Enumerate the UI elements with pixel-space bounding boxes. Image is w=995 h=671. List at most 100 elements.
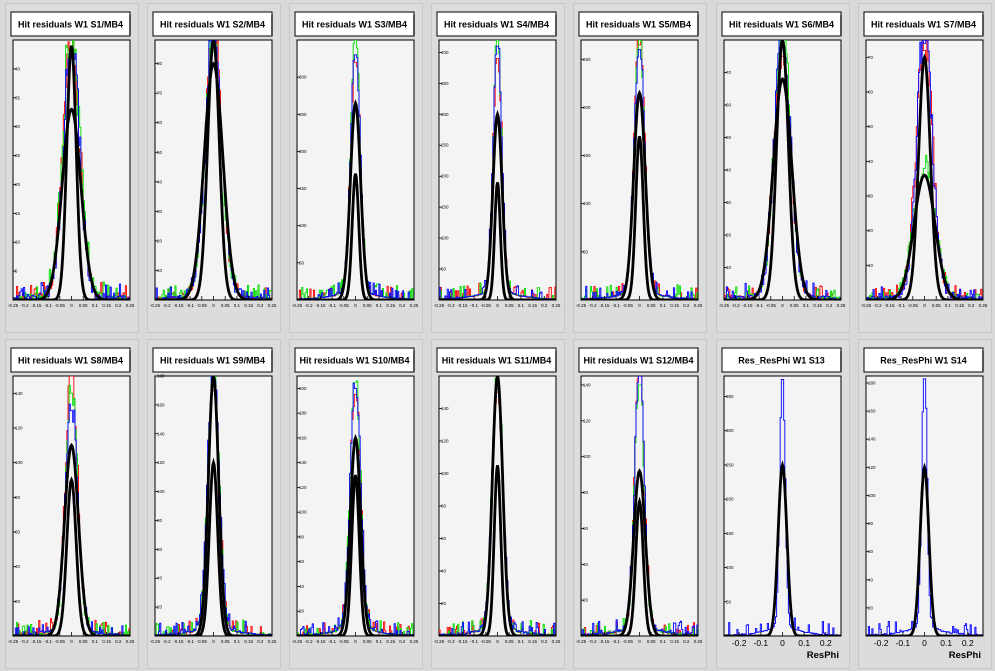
y-tick-label: 30 [15,124,21,129]
x-tick-label: 0.2 [683,639,690,644]
x-tick-label: -0.1 [328,303,336,308]
gaussian-fit-curve [155,457,272,636]
x-tick-label: -0.15 [173,303,184,308]
x-tick-label: 0.1 [660,303,667,308]
x-tick-label: -0.2 [874,303,882,308]
plot-frame [12,39,131,301]
plot-area [581,376,698,636]
y-tick-label: 60 [868,90,874,95]
histogram-series-blue [866,40,983,300]
x-tick-label: -0.05 [908,303,919,308]
histogram-series-blue [866,378,983,636]
x-tick-label: 0.1 [798,638,810,648]
gaussian-fit-curve [581,135,698,300]
x-tick-label: 0.15 [955,303,964,308]
y-tick-label: 300 [726,428,734,433]
x-tick-label: 0.15 [244,639,253,644]
x-tick-label: 0 [496,303,499,308]
x-tick-label: -0.2 [589,303,597,308]
y-tick-label: 250 [299,112,307,117]
plot-area [866,378,983,636]
y-tick-label: 250 [583,57,591,62]
x-tick-label: 0.15 [102,639,111,644]
y-tick-label: 200 [726,497,734,502]
y-tick-label: 120 [15,426,23,431]
gaussian-fit-curve [13,476,130,636]
x-tick-label: 0 [638,303,641,308]
y-tick-label: 300 [299,75,307,80]
histogram-title: Res_ResPhi W1 S14 [863,347,984,373]
x-tick-label: -0.2 [163,303,171,308]
gaussian-fit-curve [724,460,841,636]
x-tick-label: 0.25 [410,303,419,308]
y-tick-label: 15 [15,211,21,216]
y-tick-label: 350 [441,81,449,86]
histogram-svg: 10 20 30 40 50 60 70 80 -0.25 -0.2 -0.15 -0.1 -0.05 0… [150,11,277,308]
x-tick-label: -0.05 [481,639,492,644]
x-tick-label: 0.15 [244,303,253,308]
y-tick-label: 200 [583,105,591,110]
x-tick-label: 0 [638,639,641,644]
histogram-series-blue [439,45,556,300]
plot-area [724,378,841,636]
gaussian-fit-curve [866,53,983,300]
y-tick-label: 50 [726,599,732,604]
histogram-svg: 10 20 30 40 50 60 70 -0.25 -0.2 -0.15 -0.1 -0.05 0 0.… [719,11,846,308]
plot-frame [438,39,557,301]
plot-frame [865,39,984,301]
x-tick-label: -0.15 [457,303,468,308]
x-tick-label: 0.15 [386,639,395,644]
x-tick-label: -0.05 [339,639,350,644]
x-tick-label: 0 [354,639,357,644]
x-tick-label: -0.1 [44,303,52,308]
gaussian-fit-curve [297,474,414,636]
histogram-title: Hit residuals W1 S12/MB4 [578,347,699,373]
x-tick-label: 0.05 [221,639,230,644]
y-tick-label: 30 [157,209,163,214]
y-tick-label: 100 [726,565,734,570]
histogram-title: Hit residuals W1 S2/MB4 [152,11,273,37]
y-tick-label: 60 [583,526,589,531]
plot-frame [580,39,699,301]
y-tick-label: 70 [726,70,732,75]
gaussian-fit-curve [866,173,983,300]
y-tick-label: 60 [157,547,163,552]
histogram-series-blue [297,382,414,636]
title-box [10,11,131,37]
title-text: Hit residuals W1 S7/MB4 [871,20,976,30]
title-text: Hit residuals W1 S2/MB4 [160,20,265,30]
x-tick-label: -0.2 [874,638,889,648]
title-text: Res_ResPhi W1 S13 [738,356,825,366]
y-tick-label: 120 [299,485,307,490]
histogram-pad: 10 20 30 40 50 60 70 -0.25 -0.2 -0.15 -0.1 -0.05 0 0.… [858,3,992,333]
y-tick-label: 20 [441,601,447,606]
x-tick-label: 0.1 [92,303,99,308]
y-tick-label: 40 [868,577,874,582]
x-tick-label: 0.2 [962,638,974,648]
y-tick-label: 80 [157,61,163,66]
y-tick-label: 40 [157,576,163,581]
x-tick-label: 0.05 [505,639,514,644]
y-tick-label: 200 [299,149,307,154]
x-tick-label: 0.15 [670,639,679,644]
gaussian-fit-curve [439,465,556,636]
histogram-pad: 20 40 60 80 100 120 140 160 180 -0.2 -0.1 0 0.1 0.2 Re… [858,339,992,669]
x-tick-label: -0.1 [754,638,769,648]
histogram-svg: 50 100 150 200 250 -0.25 -0.2 -0.15 -0.1 -0.05 0 0.… [576,11,703,308]
histogram-series-blue [155,376,272,636]
x-tick-label: 0.2 [257,639,264,644]
y-tick-label: 140 [15,391,23,396]
y-tick-label: 50 [726,135,732,140]
y-tick-label: 10 [868,263,874,268]
x-tick-label: 0.05 [79,303,88,308]
x-axis-title: ResPhi [949,650,981,661]
x-tick-label: 0.2 [399,639,406,644]
title-box [578,11,699,37]
y-tick-label: 50 [157,150,163,155]
y-tick-label: 150 [583,153,591,158]
x-tick-label: 0.2 [820,638,832,648]
x-tick-label: -0.1 [755,303,763,308]
x-tick-label: 0.2 [541,639,548,644]
title-box [10,347,131,373]
